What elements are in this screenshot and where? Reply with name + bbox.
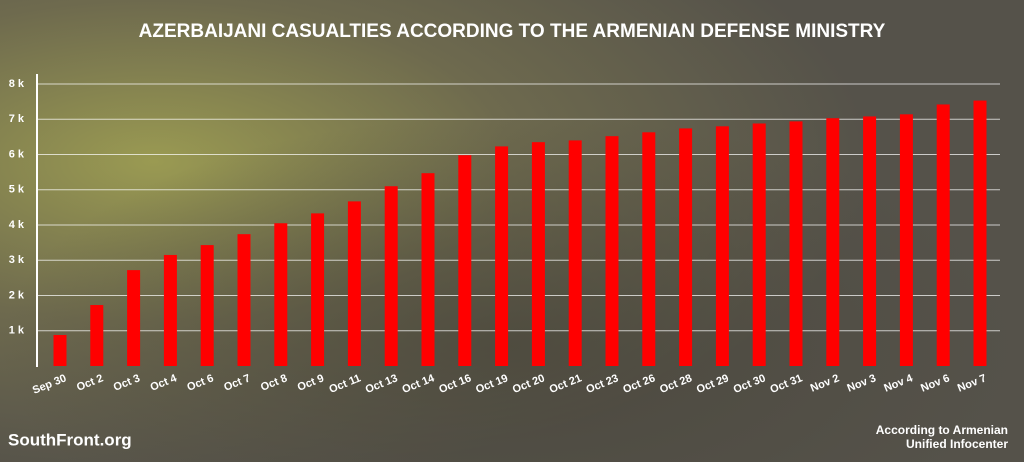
bar <box>826 118 840 366</box>
bar <box>936 104 950 366</box>
y-tick-label: 6 k <box>9 148 25 160</box>
bar <box>495 146 509 366</box>
y-tick-label: 2 k <box>9 289 25 301</box>
bar <box>679 128 693 366</box>
source-line: Unified Infocenter <box>906 437 1008 451</box>
y-tick-label: 5 k <box>9 184 25 196</box>
bar <box>605 136 619 366</box>
y-tick-label: 1 k <box>9 325 25 337</box>
bar <box>568 140 582 366</box>
bar <box>237 234 251 366</box>
branding: SouthFront.org <box>8 430 132 449</box>
y-tick-label: 3 k <box>9 254 25 266</box>
y-tick-label: 7 k <box>9 113 25 125</box>
bar <box>899 114 913 366</box>
bar <box>642 132 656 366</box>
bar <box>127 270 141 366</box>
bar <box>384 186 398 366</box>
bar <box>163 254 177 366</box>
source-line: According to Armenian <box>876 423 1008 437</box>
bar <box>863 116 877 367</box>
bar <box>311 213 325 366</box>
bar <box>973 100 987 366</box>
bar <box>90 305 104 366</box>
bar <box>53 334 67 366</box>
y-tick-label: 4 k <box>9 219 25 231</box>
bar <box>752 123 766 366</box>
bar <box>715 126 729 366</box>
chart-title: AZERBAIJANI CASUALTIES ACCORDING TO THE … <box>139 21 886 42</box>
bar <box>458 155 472 366</box>
bar <box>347 201 361 366</box>
bar <box>421 173 435 366</box>
bar <box>274 223 288 366</box>
y-tick-label: 8 k <box>9 78 25 90</box>
bar <box>531 142 545 366</box>
bar <box>200 245 214 366</box>
bar <box>789 121 803 367</box>
